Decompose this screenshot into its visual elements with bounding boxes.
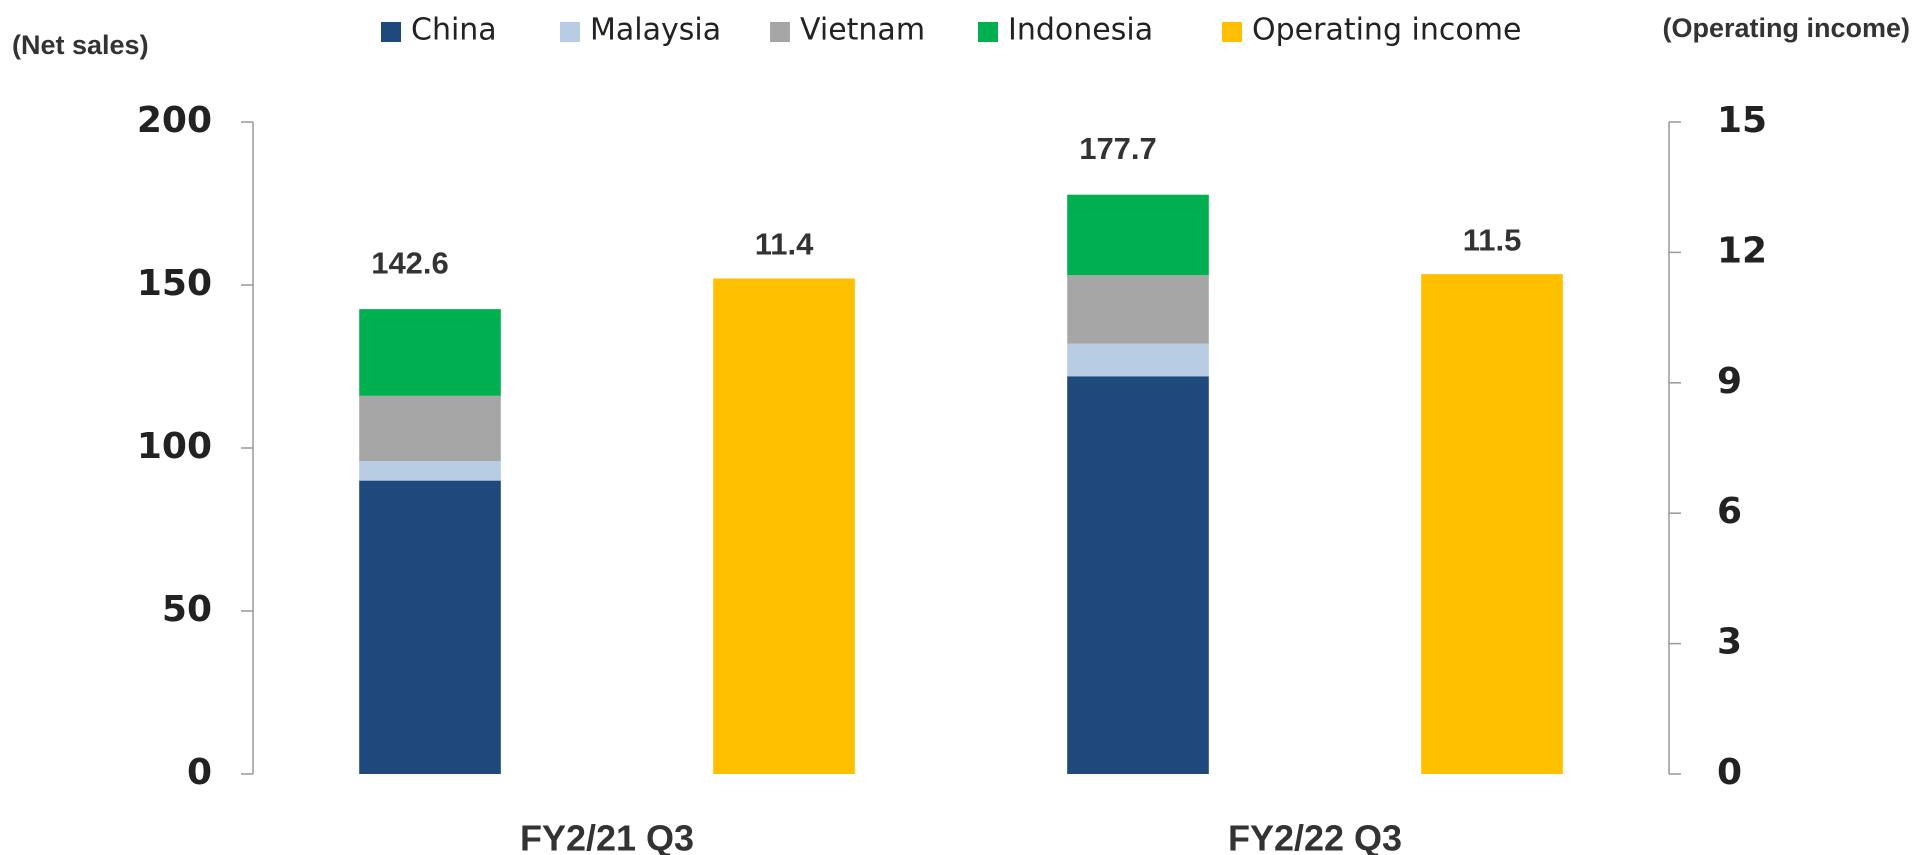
y2-tick-label: 6 — [1717, 491, 1742, 532]
legend-label: Indonesia — [1008, 13, 1153, 48]
total-label: 177.7 — [1079, 131, 1157, 166]
bar — [1421, 274, 1563, 774]
legend-label: Malaysia — [590, 13, 721, 48]
y-axis-label: (Net sales) — [12, 30, 149, 60]
legend-swatch — [978, 22, 998, 42]
bar-segment — [1067, 194, 1209, 276]
total-label: 142.6 — [371, 245, 449, 280]
y-tick-label: 0 — [187, 752, 212, 793]
bar-segment — [1067, 376, 1209, 774]
y2-tick-label: 15 — [1717, 100, 1767, 141]
y-tick-label: 50 — [162, 589, 212, 630]
x-tick-label: FY2/21 Q3 — [520, 818, 694, 855]
legend-label: China — [411, 13, 497, 48]
bar-segment — [359, 395, 501, 462]
x-tick-label: FY2/22 Q3 — [1228, 818, 1402, 855]
legend-swatch — [560, 22, 580, 42]
legend-swatch — [770, 22, 790, 42]
bar — [713, 278, 855, 774]
y2-tick-label: 12 — [1717, 230, 1767, 271]
y-tick-label: 100 — [137, 426, 212, 467]
legend-swatch — [1222, 22, 1242, 42]
y2-tick-label: 9 — [1717, 361, 1742, 402]
bar-segment — [359, 309, 501, 396]
y2-tick-label: 0 — [1717, 752, 1742, 793]
y2-axis-label: (Operating income) — [1662, 13, 1910, 43]
y2-tick-label: 3 — [1717, 622, 1742, 663]
data-label: 11.5 — [1463, 222, 1522, 257]
bar-segment — [359, 480, 501, 774]
bar-segment — [359, 461, 501, 481]
legend-label: Vietnam — [800, 13, 925, 48]
bar-segment — [1067, 275, 1209, 344]
data-label: 11.4 — [755, 227, 814, 262]
bar-segment — [1067, 343, 1209, 377]
y-tick-label: 150 — [137, 263, 212, 304]
legend-swatch — [381, 22, 401, 42]
y-tick-label: 200 — [137, 100, 212, 141]
legend-label: Operating income — [1252, 13, 1521, 48]
